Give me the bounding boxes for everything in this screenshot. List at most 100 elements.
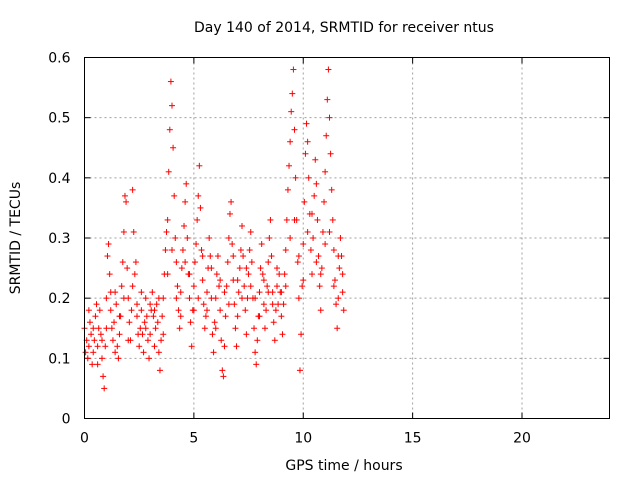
data-point <box>139 331 146 338</box>
y-tick-label: 0.2 <box>48 291 70 307</box>
y-tick-label: 0.3 <box>48 231 70 247</box>
data-point <box>278 313 285 320</box>
data-point <box>193 241 200 248</box>
data-point <box>274 283 280 290</box>
data-point <box>182 198 189 205</box>
data-point <box>286 162 293 169</box>
data-point <box>165 168 172 175</box>
data-point <box>204 307 210 314</box>
data-point <box>181 222 188 229</box>
grid-lines <box>84 57 610 419</box>
data-point <box>186 271 193 278</box>
data-point <box>178 265 185 272</box>
data-point <box>174 283 181 290</box>
data-point <box>325 66 332 73</box>
data-point <box>147 301 154 308</box>
data-point <box>313 180 320 187</box>
data-point <box>236 265 243 272</box>
data-point <box>88 331 95 338</box>
data-point <box>324 96 331 103</box>
data-point <box>287 138 294 145</box>
data-point <box>151 307 158 314</box>
data-point <box>196 162 203 169</box>
data-point <box>146 355 153 362</box>
data-point <box>327 150 334 157</box>
data-point <box>241 283 248 290</box>
data-point <box>312 156 319 163</box>
data-point <box>89 361 96 368</box>
data-point <box>326 228 333 235</box>
data-point <box>121 192 128 199</box>
data-point <box>274 265 280 272</box>
data-point <box>177 313 184 320</box>
data-point <box>92 313 99 320</box>
data-point <box>134 301 140 308</box>
data-point <box>191 259 198 266</box>
data-point <box>124 265 131 272</box>
data-point <box>93 301 100 308</box>
data-point <box>153 301 160 308</box>
data-point <box>140 349 147 356</box>
data-point <box>183 180 190 187</box>
data-point <box>292 174 299 181</box>
chart-title: Day 140 of 2014, SRMTID for receiver ntu… <box>194 20 494 36</box>
data-point <box>298 331 305 338</box>
data-point <box>225 235 232 241</box>
data-point <box>91 337 98 344</box>
data-point <box>230 253 237 260</box>
data-point <box>266 235 273 241</box>
data-point <box>284 186 291 193</box>
data-point <box>222 313 229 320</box>
data-point <box>234 277 241 284</box>
data-point <box>288 108 295 115</box>
data-point <box>243 331 250 338</box>
data-point <box>137 325 144 332</box>
data-point <box>86 319 93 326</box>
data-point <box>166 126 173 133</box>
data-point <box>116 331 123 338</box>
data-point <box>315 253 322 260</box>
data-point <box>221 289 228 296</box>
data-point <box>299 283 306 290</box>
data-point <box>229 241 236 248</box>
data-point <box>309 271 315 278</box>
data-point <box>280 301 287 308</box>
data-point <box>95 325 102 332</box>
data-point <box>302 150 309 157</box>
data-point <box>339 271 346 278</box>
data-point <box>231 301 238 308</box>
data-point <box>105 241 112 248</box>
data-point <box>214 253 221 260</box>
data-point <box>187 319 194 326</box>
data-point <box>101 385 108 392</box>
data-point <box>237 247 244 254</box>
data-point <box>170 144 177 151</box>
data-point <box>225 301 232 308</box>
data-point <box>331 277 338 284</box>
data-point <box>265 289 272 296</box>
x-tick-label: 5 <box>189 431 198 447</box>
data-point <box>304 138 311 145</box>
data-point <box>109 337 116 344</box>
data-point <box>176 325 183 332</box>
data-point <box>260 277 267 284</box>
data-point <box>197 204 204 211</box>
data-point <box>220 373 227 380</box>
data-point <box>159 313 166 320</box>
data-point <box>160 331 167 338</box>
data-point <box>199 253 206 260</box>
data-point <box>326 114 333 121</box>
data-point <box>190 283 197 290</box>
data-point <box>188 343 195 350</box>
data-point <box>154 319 161 326</box>
data-point <box>167 78 174 85</box>
data-point <box>323 132 330 139</box>
data-point <box>318 265 325 272</box>
x-tick-label: 0 <box>80 431 89 447</box>
data-point <box>258 241 265 248</box>
y-tick-label: 0.5 <box>48 111 70 127</box>
data-point <box>119 259 126 266</box>
data-point <box>291 216 298 223</box>
data-point <box>151 343 158 350</box>
data-point <box>169 102 175 109</box>
